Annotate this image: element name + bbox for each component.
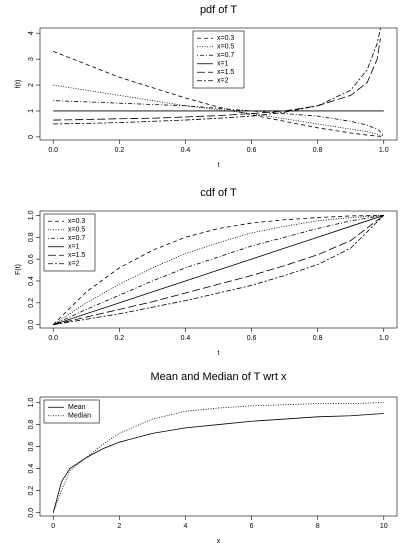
legend-label: x=1.5 (68, 252, 85, 259)
series-line (53, 214, 384, 326)
legend-label: x=2 (217, 78, 229, 85)
legend-label: x=1 (68, 244, 80, 251)
x-axis-label: x (217, 538, 221, 545)
x-tick-label: 8 (316, 523, 320, 530)
y-tick-label: 1.0 (28, 210, 35, 220)
x-tick-label: 0 (51, 523, 55, 530)
legend-label: Mean (68, 404, 86, 411)
y-tick-label: 0.4 (28, 464, 35, 474)
series-line (53, 100, 385, 136)
y-tick-label: 0 (28, 135, 35, 139)
plot-frame (39, 396, 398, 517)
chart-panel: Mean and Median of T wrt x 0 2 4 6 8 10 0.0 0.2 0… (28, 371, 398, 545)
x-tick-label: 0.4 (181, 147, 191, 154)
series-line (52, 214, 384, 326)
legend-label: x=0.5 (217, 44, 234, 51)
legend-label: x=0.3 (217, 35, 234, 42)
y-tick-label: 0.4 (28, 276, 35, 286)
x-tick-label: 0.0 (48, 335, 58, 342)
chart-panel: pdf of T 0.0 0.2 0.4 0.6 0.8 1.0 0 1 2 3 4 t f(t) x=0.… (15, 4, 398, 169)
series-line (53, 84, 384, 136)
legend-box (192, 30, 245, 89)
x-axis-label: t (218, 162, 220, 169)
y-tick-label: 0.6 (28, 442, 35, 452)
y-tick-label: 0.8 (28, 232, 35, 242)
legend-label: x=0.7 (217, 52, 234, 59)
series-line (53, 214, 384, 326)
legend-box (43, 213, 96, 272)
y-tick-label: 0.2 (28, 298, 35, 308)
series-line (53, 215, 385, 326)
legend-label: x=0.3 (68, 218, 85, 225)
y-tick-label: 3 (28, 57, 35, 61)
y-tick-label: 0.0 (28, 508, 35, 518)
y-tick-label: 1.0 (28, 398, 35, 408)
x-tick-label: 0.6 (247, 147, 257, 154)
legend-box (43, 399, 100, 424)
chart-title: cdf of T (200, 187, 237, 199)
y-tick-label: 0.8 (28, 420, 35, 430)
x-tick-label: 0.8 (313, 147, 323, 154)
series-line (52, 214, 384, 326)
x-tick-label: 0.4 (181, 335, 191, 342)
x-tick-label: 0.2 (114, 335, 124, 342)
x-tick-label: 2 (117, 523, 121, 530)
series-line (53, 50, 384, 138)
series-line (52, 413, 384, 513)
series-line (53, 27, 381, 125)
legend-label: x=0.5 (68, 227, 85, 234)
x-tick-label: 1.0 (379, 335, 389, 342)
y-tick-label: 2 (28, 83, 35, 87)
x-tick-label: 1.0 (379, 147, 389, 154)
legend-label: x=0.7 (68, 235, 85, 242)
chart-title: Mean and Median of T wrt x (151, 371, 287, 383)
y-tick-label: 0.2 (28, 486, 35, 496)
y-tick-label: 1 (28, 109, 35, 113)
x-tick-label: 10 (380, 523, 388, 530)
series-line (53, 38, 381, 121)
legend-label: x=1 (217, 61, 229, 68)
chart-panel: cdf of T 0.0 0.2 0.4 0.6 0.8 1.0 0.0 0.2 0.4 0.6 0.… (15, 187, 398, 357)
y-tick-label: 4 (28, 31, 35, 35)
x-tick-label: 6 (250, 523, 254, 530)
x-tick-label: 4 (183, 523, 187, 530)
x-tick-label: 0.6 (247, 335, 257, 342)
legend-label: x=1.5 (217, 69, 234, 76)
plot-frame (39, 27, 398, 141)
plot-frame (39, 210, 398, 329)
y-axis-label: F(t) (15, 264, 22, 275)
chart-title: pdf of T (200, 4, 237, 16)
x-tick-label: 0.2 (114, 147, 124, 154)
x-tick-label: 0.8 (313, 335, 323, 342)
y-axis-label: f(t) (15, 80, 22, 89)
x-tick-label: 0.0 (48, 147, 58, 154)
series-line (53, 215, 385, 326)
legend-label: x=2 (68, 261, 80, 268)
x-axis-label: t (218, 350, 220, 357)
series-line (52, 402, 384, 513)
y-tick-label: 0.6 (28, 254, 35, 264)
y-tick-label: 0.0 (28, 320, 35, 330)
legend-label: Median (68, 413, 91, 420)
